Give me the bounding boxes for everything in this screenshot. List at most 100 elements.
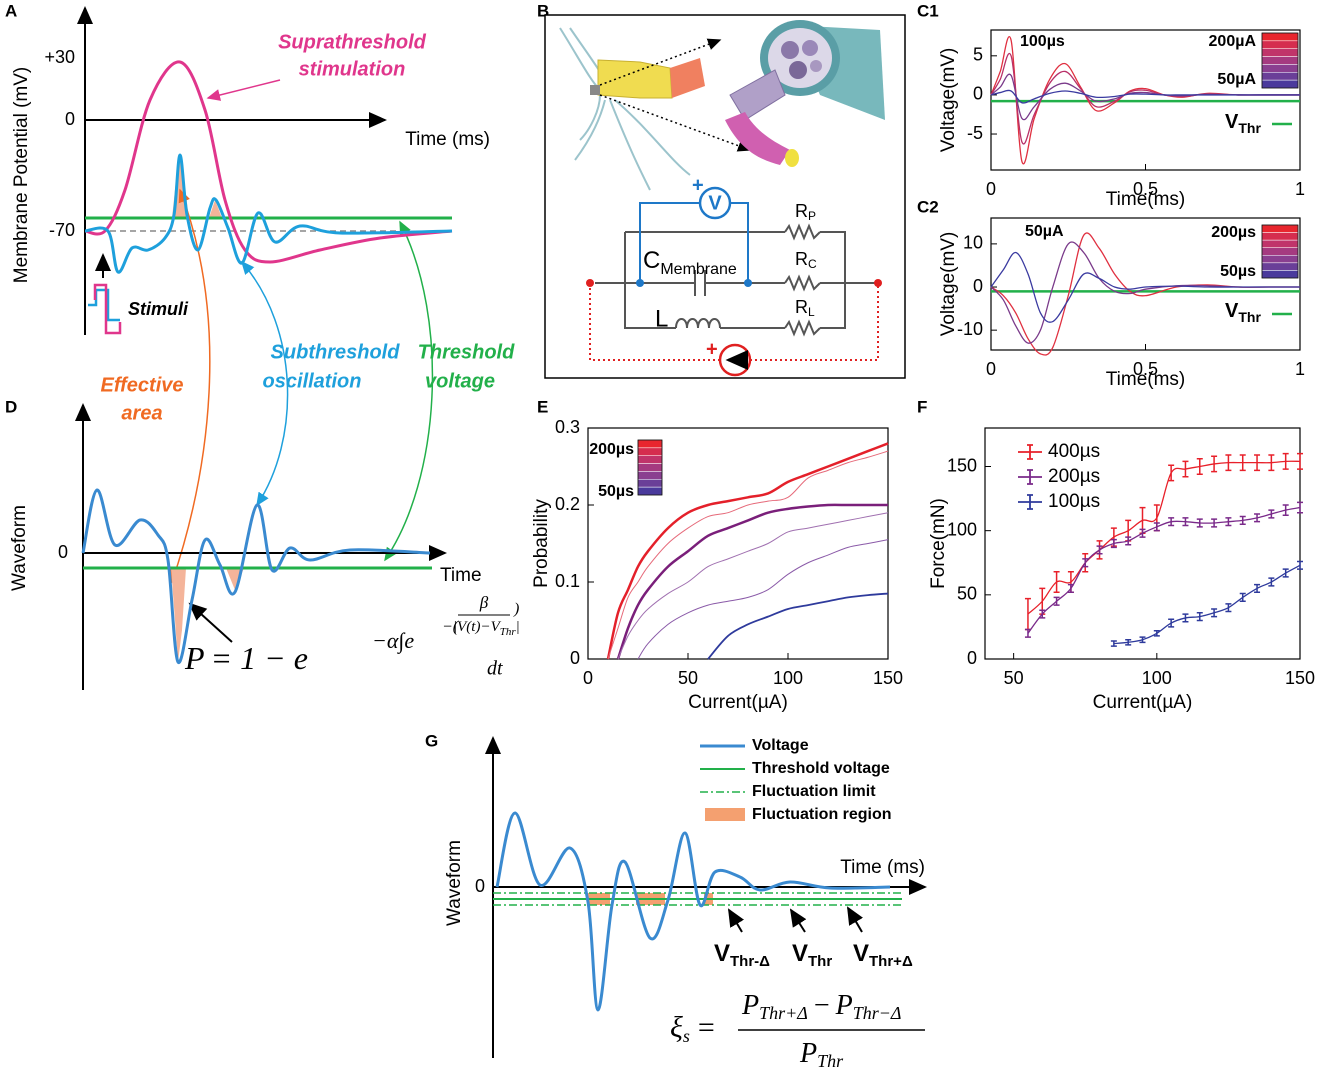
x-tick-label: 50	[1004, 668, 1024, 688]
colorbar-label: 50µA	[1217, 71, 1256, 88]
threshold-label: VThr	[1225, 300, 1261, 324]
colorbar-band	[1261, 32, 1299, 42]
label-part: C	[643, 247, 660, 274]
colorbar-band	[637, 439, 663, 449]
error-bar	[1182, 460, 1189, 478]
formula: β	[479, 593, 489, 612]
annotation: Subthreshold	[271, 341, 401, 363]
label-part: Thr	[808, 953, 832, 970]
label-part: L	[808, 305, 815, 319]
arrow	[170, 188, 211, 584]
x-tick-label: 1	[1295, 179, 1305, 199]
colorbar-label: 200µs	[1211, 224, 1256, 241]
series-line	[616, 503, 888, 660]
error-bar	[1297, 560, 1303, 570]
colorbar-label: 50µs	[1220, 263, 1256, 280]
colorbar-band	[1261, 224, 1299, 233]
stimulus-icon	[88, 288, 120, 322]
x-axis-title: Time(ms)	[1106, 189, 1186, 210]
waveform-curve	[495, 811, 891, 1012]
series-line	[990, 73, 1300, 121]
y-axis-title: Waveform	[9, 505, 30, 591]
formula: PThr	[799, 1038, 844, 1071]
formula-part: P	[184, 640, 205, 676]
error-bar	[1139, 636, 1146, 644]
error-bar	[1225, 603, 1232, 613]
error-bar	[1139, 528, 1146, 538]
colorbar-band	[637, 463, 663, 472]
error-bar	[1196, 458, 1203, 475]
x-axis-title: Time (ms)	[405, 129, 490, 150]
annotation: stimulation	[299, 58, 406, 80]
y-axis-title: Voltage(mV)	[938, 48, 959, 153]
panel-label: E	[537, 397, 548, 416]
error-bar	[1182, 517, 1189, 527]
error-bar	[1196, 612, 1203, 622]
nerve-cuff	[597, 59, 673, 99]
colorbar-band	[1261, 79, 1299, 89]
y-tick-label: -5	[967, 123, 983, 143]
legend-label: Fluctuation limit	[752, 783, 876, 800]
component-label: RL	[795, 297, 815, 319]
panel-a: +30 0 -70 Time (ms) Membrane Potential (…	[11, 6, 515, 584]
y-label: +30	[44, 47, 75, 67]
series-line	[606, 442, 889, 660]
label-part: Thr-Δ	[730, 953, 770, 970]
label-part: C	[808, 257, 817, 271]
x-tick-label: 0.5	[1133, 179, 1158, 199]
error-bar	[1082, 558, 1089, 568]
y-label: 0	[475, 876, 485, 896]
error-bar	[1196, 518, 1203, 528]
colorbar-band	[1261, 48, 1299, 57]
arrow	[188, 602, 233, 643]
error-bar	[1225, 454, 1232, 472]
v-label: VThr-Δ	[714, 940, 770, 970]
colorbar-band	[1261, 56, 1299, 65]
y-tick-label: 10	[963, 233, 983, 253]
node	[636, 279, 644, 287]
y-tick-label: 150	[947, 455, 977, 475]
error-bar	[1239, 454, 1246, 472]
colorbar-band	[1261, 255, 1299, 264]
colorbar-band	[637, 471, 663, 480]
arrow	[846, 906, 863, 933]
formula-part: Thr−Δ	[853, 1003, 902, 1023]
error-bar	[1182, 613, 1189, 623]
y-tick-label: 0	[973, 84, 983, 104]
legend-label: Fluctuation region	[752, 806, 892, 823]
formula: )	[513, 601, 519, 618]
label-part: Thr	[1238, 120, 1261, 136]
label-part: Thr+Δ	[869, 953, 913, 970]
panel-label: D	[5, 397, 17, 416]
series-line	[617, 512, 889, 660]
arrow	[241, 260, 289, 507]
y-tick-label: 5	[973, 45, 983, 65]
arrow	[206, 79, 281, 101]
label-part: Thr	[1238, 309, 1261, 325]
node	[586, 279, 594, 287]
label-part: R	[795, 297, 808, 317]
voltmeter	[698, 186, 732, 220]
y-tick-label: 0	[967, 648, 977, 668]
electrode	[670, 58, 705, 98]
panel-g: Waveform 0 Time (ms) Voltage Threshold v…	[444, 736, 927, 1071]
sign: +	[706, 338, 718, 360]
annotation: Stimuli	[128, 299, 189, 319]
subthreshold-curve	[84, 153, 453, 274]
error-bar	[1282, 568, 1289, 578]
panel-label: C2	[917, 197, 939, 216]
y-tick-label: 0.1	[555, 571, 580, 591]
formula-part: Thr	[817, 1051, 844, 1071]
formula: P = 1 − e	[184, 640, 308, 676]
error-bar	[1239, 592, 1246, 602]
error-bar	[1168, 464, 1175, 482]
series-line	[990, 251, 1300, 323]
x-tick-label: 0	[583, 668, 593, 688]
fascicle	[781, 41, 799, 59]
annotation: oscillation	[263, 370, 362, 392]
colorbar-band	[637, 479, 663, 488]
legend-swatch	[1018, 444, 1042, 460]
label-part: P	[808, 209, 816, 223]
formula-part: P	[799, 1038, 817, 1069]
error-bar	[1153, 630, 1160, 637]
